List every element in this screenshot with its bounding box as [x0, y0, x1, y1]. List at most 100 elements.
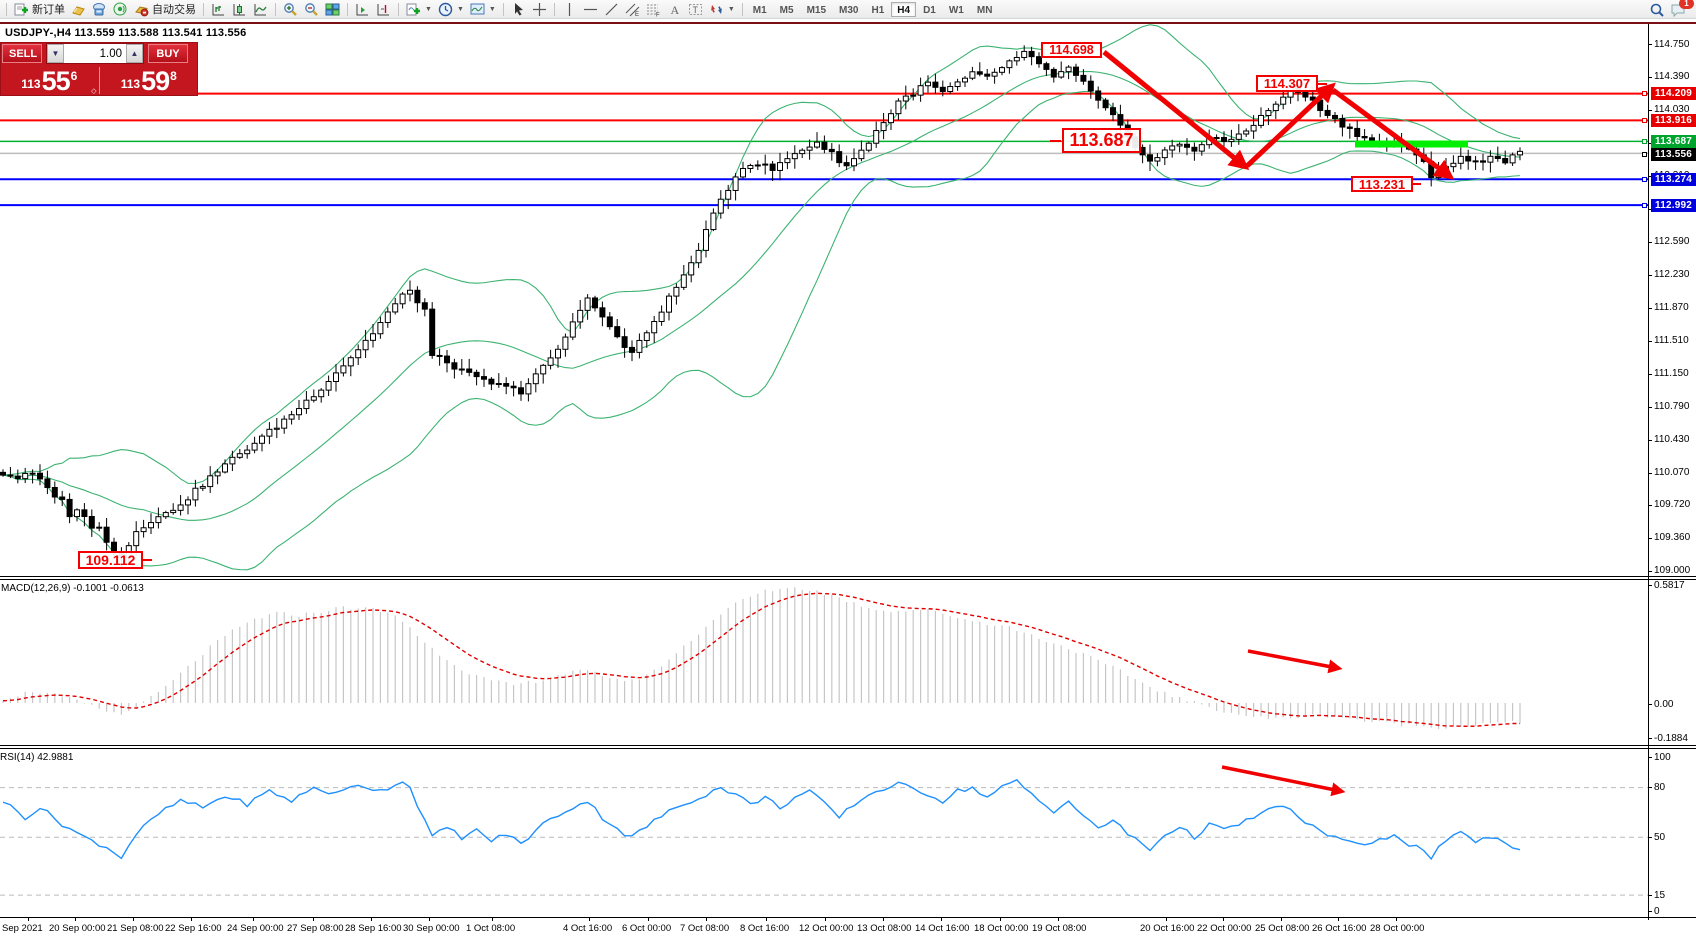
macd-pane[interactable] [0, 579, 1649, 746]
price-tick-label: 109.000 [1654, 565, 1691, 577]
price-tick-label: 114.030 [1654, 104, 1690, 116]
tile-windows-button[interactable] [322, 1, 343, 18]
timeframe-button-d1[interactable]: D1 [917, 2, 942, 17]
price-annotation[interactable]: 114.307 [1256, 75, 1318, 92]
pane-separator[interactable] [0, 745, 1696, 746]
time-label: 4 Oct 16:00 [563, 923, 613, 934]
volume-input[interactable] [64, 44, 126, 63]
timeframe-button-w1[interactable]: W1 [943, 2, 970, 17]
time-label: 25 Oct 08:00 [1255, 923, 1310, 934]
add-indicator-button[interactable]: ▼ [403, 1, 435, 18]
dropdown-caret: ▼ [488, 5, 496, 13]
volume-increase-button[interactable]: ▲ [126, 44, 143, 63]
chart-shift-button[interactable] [373, 1, 394, 18]
time-tick-mark [75, 917, 76, 921]
price-tick-label: 114.750 [1654, 38, 1690, 50]
svg-text:A: A [670, 3, 679, 17]
time-tick-mark [1058, 917, 1059, 921]
timeframe-button-mn[interactable]: MN [971, 2, 999, 17]
text-label-tool-button[interactable]: T [685, 1, 706, 18]
add-indicator-icon [406, 2, 421, 17]
trendline-tool-button[interactable] [601, 1, 622, 18]
search-icon[interactable] [1649, 2, 1664, 17]
zoom-out-button[interactable] [301, 1, 322, 18]
buy-button[interactable]: BUY [148, 44, 188, 63]
volume-decrease-button[interactable]: ▼ [47, 44, 64, 63]
line-chart-mode-button[interactable] [250, 1, 271, 18]
rsi-tick-mark [1648, 895, 1652, 896]
chat-icon[interactable]: 1 [1670, 0, 1694, 17]
price-tick-label: 111.150 [1654, 368, 1689, 380]
time-label: 24 Sep 00:00 [227, 923, 284, 934]
pane-separator[interactable] [0, 576, 1696, 577]
rsi-tick-mark [1648, 911, 1652, 912]
horizontal-line-tool-button[interactable] [580, 1, 601, 18]
timeframe-button-h1[interactable]: H1 [865, 2, 890, 17]
signals-button[interactable] [110, 1, 131, 18]
price-tick-mark [1648, 76, 1652, 78]
price-annotation[interactable]: 113.231 [1351, 176, 1413, 192]
price-annotation[interactable]: 113.687 [1062, 128, 1141, 153]
periods-button[interactable]: ▼ [435, 1, 467, 18]
price-divider [98, 67, 100, 94]
macd-tick-mark [1648, 738, 1652, 739]
time-label: 12 Oct 00:00 [799, 923, 854, 934]
pane-separator[interactable] [0, 579, 1696, 580]
price-annotation[interactable]: 114.698 [1041, 42, 1102, 58]
vertical-line-tool-button[interactable] [559, 1, 580, 18]
zoom-in-button[interactable] [280, 1, 301, 18]
price-line-anchor [1642, 202, 1647, 208]
price-tick-mark [1648, 175, 1652, 177]
macd-indicator-label: MACD(12,26,9) -0.1001 -0.0613 [1, 583, 144, 594]
template-icon [470, 2, 485, 17]
bar-chart-mode-button[interactable] [208, 1, 229, 18]
equidistant-channel-tool-button[interactable]: E [622, 1, 643, 18]
time-label: 26 Oct 16:00 [1312, 923, 1367, 934]
toolbar-separator [741, 2, 743, 16]
price-tick-mark [1648, 472, 1652, 474]
autotrade-label: 自动交易 [152, 4, 196, 16]
time-tick-mark [1000, 917, 1001, 921]
price-line-anchor [1642, 151, 1647, 157]
time-tick-mark [1396, 917, 1397, 921]
time-tick-mark [1223, 917, 1224, 921]
timeframe-button-m30[interactable]: M30 [833, 2, 864, 17]
main-chart[interactable] [0, 19, 1649, 577]
price-tick-mark [1648, 406, 1652, 408]
time-tick-mark [1281, 917, 1282, 921]
time-tick-mark [883, 917, 884, 921]
fibonacci-tool-button[interactable]: F [643, 1, 664, 18]
window-top-border [0, 22, 1696, 24]
time-tick-mark [825, 917, 826, 921]
timeframe-button-m15[interactable]: M15 [801, 2, 832, 17]
price-tick-mark [1648, 340, 1652, 342]
new-order-button[interactable]: 新订单 [11, 1, 68, 18]
price-tick-label: 111.510 [1654, 335, 1689, 347]
text-tool-button[interactable]: A [664, 1, 685, 18]
crosshair-tool-button[interactable] [529, 1, 550, 18]
timeframe-button-m5[interactable]: M5 [774, 2, 800, 17]
rsi-pane[interactable] [0, 748, 1649, 917]
price-tick-mark [1648, 109, 1652, 111]
autotrade-button[interactable]: 自动交易 [131, 1, 199, 18]
price-tick-mark [1648, 208, 1652, 210]
template-button[interactable]: ▼ [467, 1, 499, 18]
cursor-tool-button[interactable] [508, 1, 529, 18]
notification-badge: 1 [1679, 0, 1694, 9]
price-tick-mark [1648, 142, 1652, 144]
equidistant-channel-icon: E [625, 2, 640, 17]
sell-button[interactable]: SELL [2, 44, 42, 63]
price-annotation[interactable]: 109.112 [78, 551, 143, 569]
time-label: 8 Oct 16:00 [740, 923, 790, 934]
time-tick-mark [589, 917, 590, 921]
timeframe-button-h4[interactable]: H4 [891, 1, 917, 17]
deposit-button[interactable] [68, 1, 89, 18]
dropdown-caret: ▼ [425, 5, 432, 13]
timeframe-button-m1[interactable]: M1 [747, 2, 773, 17]
virtual-hosting-button[interactable] [89, 1, 110, 18]
auto-scroll-button[interactable] [352, 1, 373, 18]
price-badge: 113.916 [1651, 113, 1696, 127]
arrows-tool-button[interactable]: ▼ [706, 1, 738, 18]
candlestick-mode-button[interactable] [229, 1, 250, 18]
pane-separator[interactable] [0, 748, 1696, 749]
